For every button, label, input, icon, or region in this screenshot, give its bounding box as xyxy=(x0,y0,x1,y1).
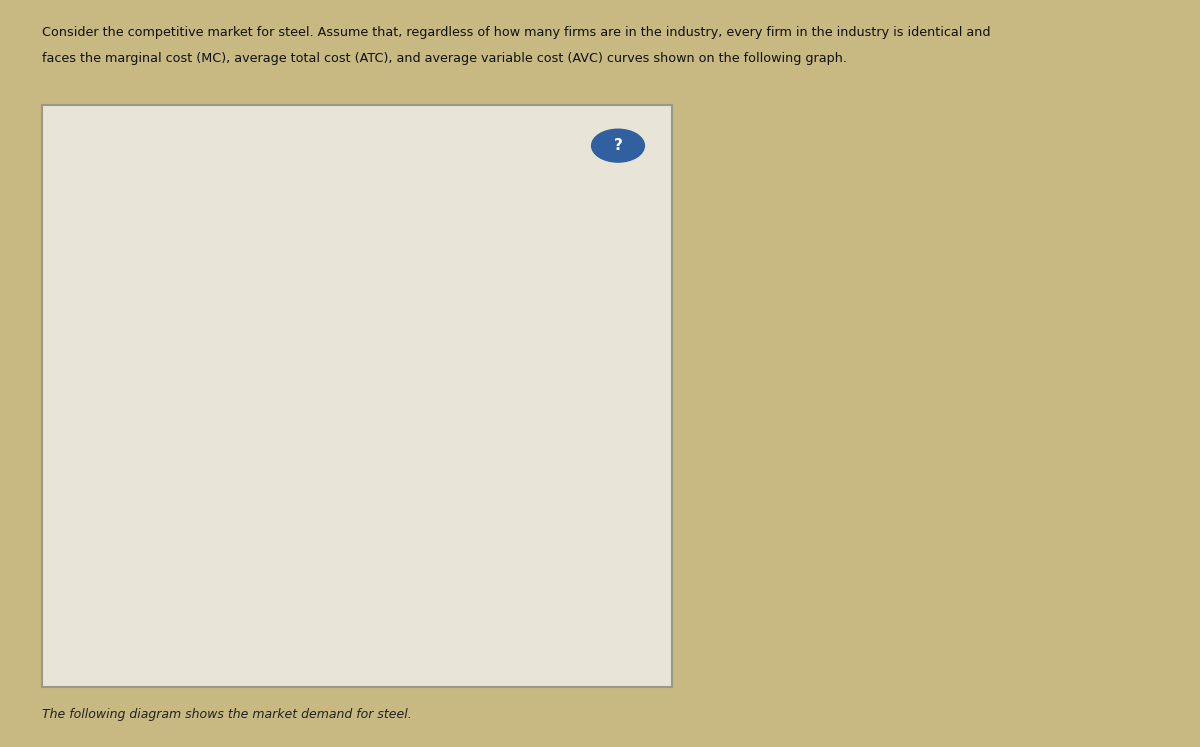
Text: Consider the competitive market for steel. Assume that, regardless of how many f: Consider the competitive market for stee… xyxy=(42,26,990,39)
Text: MC: MC xyxy=(174,545,192,558)
Text: ATC: ATC xyxy=(312,445,334,458)
Text: AVC: AVC xyxy=(337,519,360,532)
Y-axis label: COSTS (Dollars per ton): COSTS (Dollars per ton) xyxy=(90,311,102,451)
X-axis label: QUANTITY (Thousands of tons): QUANTITY (Thousands of tons) xyxy=(302,637,484,650)
Text: faces the marginal cost (MC), average total cost (ATC), and average variable cos: faces the marginal cost (MC), average to… xyxy=(42,52,847,65)
Text: ?: ? xyxy=(613,138,623,153)
Text: The following diagram shows the market demand for steel.: The following diagram shows the market d… xyxy=(42,708,412,721)
